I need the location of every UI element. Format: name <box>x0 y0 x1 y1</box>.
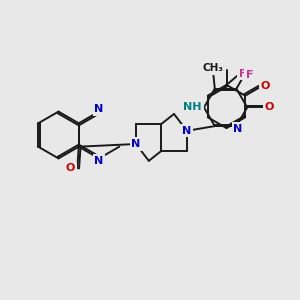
Text: N: N <box>94 104 104 114</box>
Text: NH: NH <box>183 102 202 112</box>
Text: CH₃: CH₃ <box>203 63 224 73</box>
Text: N: N <box>233 124 242 134</box>
Text: O: O <box>265 102 274 112</box>
Text: O: O <box>261 81 270 91</box>
Text: F: F <box>246 70 253 80</box>
Text: N: N <box>94 156 104 166</box>
Text: F: F <box>239 69 246 79</box>
Text: N: N <box>182 126 191 136</box>
Text: N: N <box>131 139 140 149</box>
Text: O: O <box>66 163 75 173</box>
